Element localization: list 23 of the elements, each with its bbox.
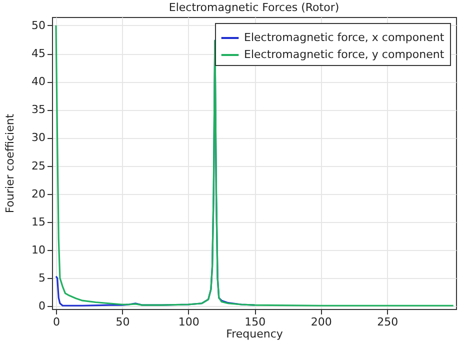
legend-label: Electromagnetic force, x component [244,31,445,44]
y-axis-title: Fourier coefficient [4,113,17,214]
y-tick-label: 50 [32,18,46,32]
y-tick-label: 30 [32,131,46,144]
x-tick-label: 100 [178,316,200,328]
y-tick-label: 0 [38,300,46,313]
y-tick-label: 40 [32,75,46,88]
y-tick-label: 25 [32,159,46,172]
x-tick-label: 150 [244,316,266,328]
x-tick-label: 50 [116,316,130,328]
y-tick-label: 5 [38,272,46,285]
y-tick-label: 10 [32,244,46,257]
y-tick-label: 45 [32,47,46,60]
line-series [55,24,454,306]
x-tick-label: 200 [310,316,332,328]
y-tick-label: 35 [32,103,46,116]
y-tick-label: 15 [32,215,46,228]
x-tick-label: 0 [52,316,60,328]
y-tick-label: 20 [32,187,46,200]
legend-label: Electromagnetic force, y component [244,48,445,61]
chart-title: Electromagnetic Forces (Rotor) [168,1,340,14]
x-tick-label: 250 [377,316,398,328]
x-axis-title: Frequency [226,328,284,340]
